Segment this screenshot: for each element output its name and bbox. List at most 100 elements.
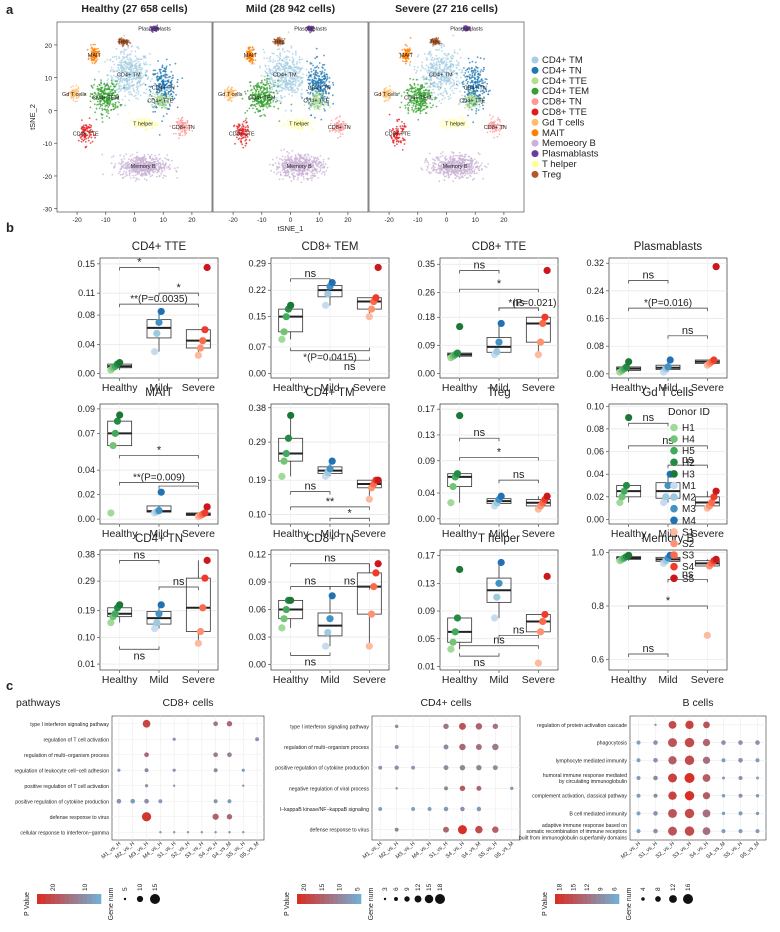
tsne-cell [127, 73, 130, 76]
tsne-cell [188, 129, 191, 131]
tsne-cell [157, 96, 160, 99]
tsne-cell [88, 123, 91, 126]
tsne-cell [70, 90, 73, 93]
tsne-cell [101, 117, 104, 119]
tsne-cell [461, 71, 464, 73]
tsne-ytick-label: -20 [43, 174, 53, 181]
tsne-cell [120, 70, 122, 73]
tsne-cell [171, 95, 174, 98]
tsne-cell [165, 65, 168, 68]
tsne-cell [154, 154, 156, 157]
tsne-cell [246, 121, 248, 124]
tsne-cell [322, 158, 325, 161]
tsne-cell [134, 77, 137, 80]
tsne-cell [133, 89, 135, 92]
tsne-cell [298, 172, 300, 175]
tsne-cell [178, 137, 180, 140]
tsne-cell [268, 77, 270, 80]
tsne-cell [84, 146, 87, 149]
tsne-cell [143, 129, 146, 132]
tsne-cell [310, 125, 312, 128]
tsne-cell [120, 64, 122, 67]
tsne-cell [294, 51, 297, 54]
tsne-cell [81, 138, 83, 141]
tsne-cell [105, 100, 108, 103]
tsne-cell [92, 43, 95, 46]
tsne-cell [127, 68, 130, 70]
tsne-cell [72, 85, 75, 87]
tsne-cell [131, 44, 133, 47]
tsne-cell [123, 87, 125, 89]
tsne-cell [428, 79, 431, 82]
tsne-cell [118, 73, 121, 76]
tsne-cell [119, 78, 122, 81]
tsne-cell [272, 61, 274, 64]
tsne-cell [311, 160, 313, 163]
tsne-cluster-label: Memory B [131, 164, 156, 170]
tsne-cell [266, 77, 269, 80]
tsne-cell [458, 64, 460, 66]
tsne-cell [77, 139, 80, 142]
tsne-cell [263, 79, 266, 81]
tsne-cell [323, 166, 326, 168]
tsne-ytick-label: 10 [45, 76, 53, 83]
tsne-cell [457, 80, 459, 83]
tsne-cell [83, 132, 86, 134]
tsne-cell [288, 119, 291, 121]
tsne-cell [169, 64, 171, 66]
tsne-cell [296, 91, 298, 94]
tsne-cell [285, 58, 288, 61]
tsne-cell [241, 137, 243, 140]
tsne-cell [118, 61, 121, 64]
tsne-cell [302, 73, 304, 75]
tsne-cell [109, 90, 112, 93]
tsne-cell [132, 70, 134, 72]
tsne-cell [183, 127, 185, 130]
tsne-cell [274, 67, 277, 70]
tsne-cell [246, 109, 249, 112]
tsne-cell [128, 76, 131, 78]
tsne-cell [158, 174, 161, 177]
tsne-cell [244, 112, 247, 114]
tsne-cell [167, 102, 169, 105]
tsne-cell [89, 106, 92, 109]
tsne-cell [436, 83, 439, 85]
tsne-cell [107, 101, 110, 104]
tsne-cell [295, 81, 297, 83]
tsne-cell [276, 62, 278, 65]
tsne-cell [277, 79, 279, 82]
tsne-cell [169, 164, 171, 166]
tsne-cell [161, 120, 164, 123]
tsne-cell [316, 108, 319, 110]
tsne-cell [117, 113, 119, 116]
tsne-cell [281, 86, 283, 89]
tsne-cell [164, 91, 166, 94]
tsne-xtick-label: -20 [72, 217, 82, 224]
tsne-cell [307, 117, 310, 120]
tsne-cell [125, 153, 128, 156]
tsne-cell [143, 62, 145, 65]
tsne-cell [301, 58, 304, 61]
tsne-cell [97, 93, 100, 96]
tsne-cell [245, 142, 248, 145]
tsne-cell [315, 69, 317, 72]
tsne-cell [457, 61, 460, 64]
tsne-cell [76, 94, 78, 96]
tsne-cell [162, 115, 165, 117]
tsne-cell [97, 89, 100, 92]
tsne-cell [276, 82, 279, 85]
tsne-cell [279, 67, 281, 70]
tsne-cell [152, 74, 155, 76]
tsne-cell [439, 81, 442, 83]
tsne-cell [314, 74, 316, 76]
tsne-cell [88, 126, 91, 129]
tsne-cell [122, 176, 125, 179]
tsne-cell [426, 70, 428, 72]
tsne-cell [121, 79, 123, 82]
tsne-cell [166, 76, 168, 79]
tsne-cell [167, 95, 170, 98]
tsne-cell [161, 66, 164, 69]
tsne-cell [113, 94, 116, 97]
tsne-cell [164, 106, 166, 109]
